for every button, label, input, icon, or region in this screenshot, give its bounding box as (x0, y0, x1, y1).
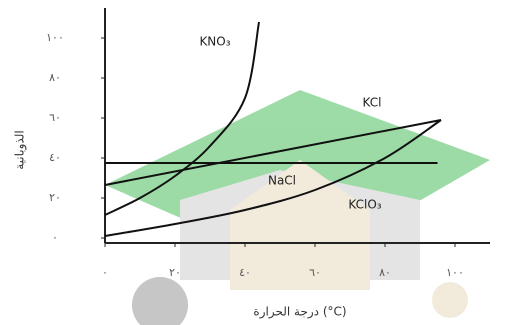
y-tick-label: ١٠٠ (46, 31, 64, 44)
watermark-circle (132, 277, 188, 325)
y-tick-label: ٢٠ (49, 191, 61, 204)
y-tick-label: ٤٠ (49, 151, 61, 164)
series-label: NaCl (268, 174, 296, 188)
chart: درجة الحرارة (°C) الذوبانية ٠ ٢٠ ٤٠ ٦٠ ٨٠ ١٠٠… (0, 0, 505, 325)
x-tick-label: ٢٠ (169, 266, 181, 279)
series-label: KNO₃ (199, 35, 230, 49)
x-tick-label: ٦٠ (309, 266, 321, 279)
watermark-circle (432, 282, 468, 318)
y-tick-label: ٨٠ (49, 71, 61, 84)
series-label: KCl (363, 96, 382, 110)
x-tick-label: ٨٠ (379, 266, 391, 279)
y-axis-label: الذوبانية (13, 130, 28, 169)
x-axis-label: درجة الحرارة (°C) (253, 305, 346, 320)
x-tick-label: ٤٠ (239, 266, 251, 279)
y-tick-label: ٦٠ (49, 111, 61, 124)
x-tick-label: ١٠٠ (446, 266, 464, 279)
series-label: KClO₃ (348, 198, 381, 212)
x-tick-label: ٠ (102, 266, 108, 279)
y-tick-label: ٠ (52, 231, 58, 244)
